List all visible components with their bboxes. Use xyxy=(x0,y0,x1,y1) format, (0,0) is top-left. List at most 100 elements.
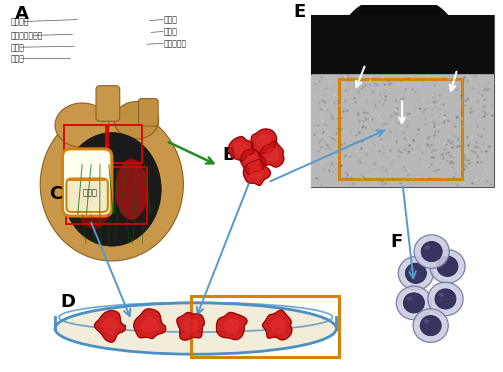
Bar xyxy=(108,125,142,163)
Ellipse shape xyxy=(462,155,467,161)
Ellipse shape xyxy=(432,149,438,152)
Ellipse shape xyxy=(40,108,184,261)
Text: 심방시력환: 심방시력환 xyxy=(163,39,186,48)
Ellipse shape xyxy=(460,145,464,148)
Ellipse shape xyxy=(458,145,463,147)
Ellipse shape xyxy=(338,121,342,122)
Ellipse shape xyxy=(443,148,447,150)
Ellipse shape xyxy=(448,141,453,145)
Ellipse shape xyxy=(426,136,431,138)
Ellipse shape xyxy=(330,161,333,165)
Polygon shape xyxy=(102,318,118,334)
Bar xyxy=(311,15,494,187)
Text: 우심실: 우심실 xyxy=(11,43,25,52)
Ellipse shape xyxy=(425,245,431,250)
Ellipse shape xyxy=(455,89,459,91)
Ellipse shape xyxy=(426,142,431,148)
Ellipse shape xyxy=(336,117,344,119)
Ellipse shape xyxy=(362,175,366,180)
Ellipse shape xyxy=(409,267,414,271)
Bar xyxy=(311,75,494,187)
Ellipse shape xyxy=(345,171,347,174)
Ellipse shape xyxy=(427,138,431,140)
Ellipse shape xyxy=(435,289,456,309)
Ellipse shape xyxy=(396,286,432,320)
Ellipse shape xyxy=(426,143,429,146)
Ellipse shape xyxy=(424,109,427,111)
Bar xyxy=(66,167,147,224)
Ellipse shape xyxy=(114,102,159,139)
FancyBboxPatch shape xyxy=(66,179,108,212)
Ellipse shape xyxy=(434,169,440,172)
Polygon shape xyxy=(95,311,125,342)
Text: 폐동맥: 폐동맥 xyxy=(163,16,177,25)
Ellipse shape xyxy=(407,296,412,301)
Ellipse shape xyxy=(323,124,327,126)
Ellipse shape xyxy=(364,126,367,129)
Ellipse shape xyxy=(414,235,449,268)
Polygon shape xyxy=(184,319,198,333)
Ellipse shape xyxy=(361,86,364,90)
Ellipse shape xyxy=(460,96,464,100)
Ellipse shape xyxy=(325,143,329,148)
Ellipse shape xyxy=(406,174,409,176)
Ellipse shape xyxy=(330,115,332,117)
Ellipse shape xyxy=(365,118,369,121)
Ellipse shape xyxy=(432,121,436,125)
Polygon shape xyxy=(250,166,264,179)
Text: A: A xyxy=(15,4,29,23)
Ellipse shape xyxy=(403,166,406,169)
Ellipse shape xyxy=(474,145,479,148)
Ellipse shape xyxy=(448,155,455,158)
Ellipse shape xyxy=(465,97,470,102)
Ellipse shape xyxy=(421,241,442,262)
Ellipse shape xyxy=(482,110,488,116)
Ellipse shape xyxy=(55,103,109,147)
Ellipse shape xyxy=(477,155,480,159)
Ellipse shape xyxy=(337,127,343,130)
Ellipse shape xyxy=(437,256,458,276)
Text: 우심방: 우심방 xyxy=(82,188,97,197)
Polygon shape xyxy=(251,129,277,153)
Ellipse shape xyxy=(424,319,430,324)
Ellipse shape xyxy=(364,116,369,123)
Ellipse shape xyxy=(403,293,425,313)
Text: 분계교: 분계교 xyxy=(11,54,25,63)
Ellipse shape xyxy=(398,257,434,290)
Polygon shape xyxy=(240,149,266,174)
Ellipse shape xyxy=(402,97,405,100)
Polygon shape xyxy=(134,309,166,339)
Polygon shape xyxy=(257,135,270,147)
Polygon shape xyxy=(234,142,247,154)
Polygon shape xyxy=(270,318,285,333)
Ellipse shape xyxy=(470,150,477,153)
Bar xyxy=(64,125,106,167)
Ellipse shape xyxy=(74,155,114,230)
Polygon shape xyxy=(141,317,157,332)
Ellipse shape xyxy=(381,122,389,126)
Ellipse shape xyxy=(449,160,453,164)
Ellipse shape xyxy=(400,98,403,100)
FancyBboxPatch shape xyxy=(138,99,158,126)
Text: F: F xyxy=(390,232,402,251)
Text: D: D xyxy=(60,293,75,311)
Ellipse shape xyxy=(342,0,456,74)
Ellipse shape xyxy=(462,154,466,156)
Ellipse shape xyxy=(62,132,161,246)
Ellipse shape xyxy=(428,282,463,316)
Text: 위대정맥: 위대정맥 xyxy=(11,17,30,26)
Ellipse shape xyxy=(413,91,416,93)
Ellipse shape xyxy=(321,100,327,103)
Ellipse shape xyxy=(407,150,411,155)
Ellipse shape xyxy=(471,111,474,112)
Bar xyxy=(191,296,339,357)
Ellipse shape xyxy=(115,159,148,220)
Ellipse shape xyxy=(413,309,448,342)
Polygon shape xyxy=(243,160,271,185)
Ellipse shape xyxy=(388,83,393,86)
Ellipse shape xyxy=(362,111,369,114)
Polygon shape xyxy=(265,148,278,161)
Ellipse shape xyxy=(397,150,401,153)
Ellipse shape xyxy=(357,112,360,115)
FancyBboxPatch shape xyxy=(96,86,120,121)
